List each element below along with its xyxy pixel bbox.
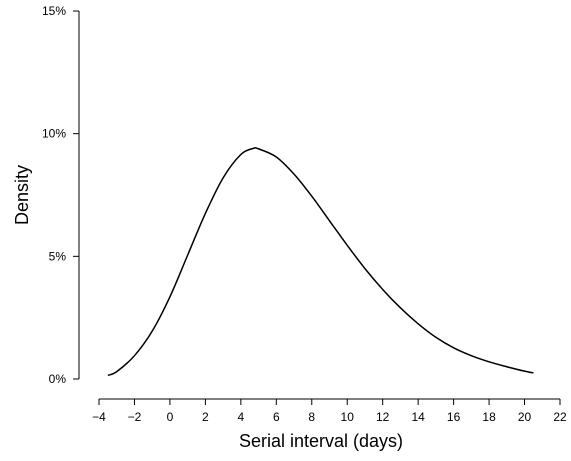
x-tick-label: 20	[518, 410, 532, 424]
y-tick-label: 5%	[49, 249, 67, 263]
x-tick-label: −2	[128, 410, 142, 424]
x-tick-label: 8	[308, 410, 315, 424]
x-tick-label: 4	[238, 410, 245, 424]
x-tick-label: 2	[202, 410, 209, 424]
y-tick-label: 15%	[42, 4, 66, 18]
x-tick-label: 12	[376, 410, 390, 424]
x-axis-title: Serial interval (days)	[239, 431, 403, 451]
y-tick-label: 0%	[49, 372, 67, 386]
x-tick-label: 6	[273, 410, 280, 424]
x-tick-label: 0	[167, 410, 174, 424]
density-curve	[107, 146, 534, 377]
x-tick-label: 10	[341, 410, 355, 424]
x-tick-label: 22	[553, 410, 567, 424]
x-tick-label: 18	[482, 410, 496, 424]
x-axis-ticks: −4 −2 0 2 4 6 8 10 12 14 16 18 20 22	[92, 399, 567, 424]
x-tick-label: 14	[411, 410, 425, 424]
series-layer	[107, 146, 534, 377]
y-axis-ticks: 0% 5% 10% 15%	[42, 4, 79, 386]
x-tick-label: −4	[92, 410, 106, 424]
x-tick-label: 16	[447, 410, 461, 424]
y-axis-title: Density	[12, 165, 32, 225]
y-tick-label: 10%	[42, 127, 66, 141]
